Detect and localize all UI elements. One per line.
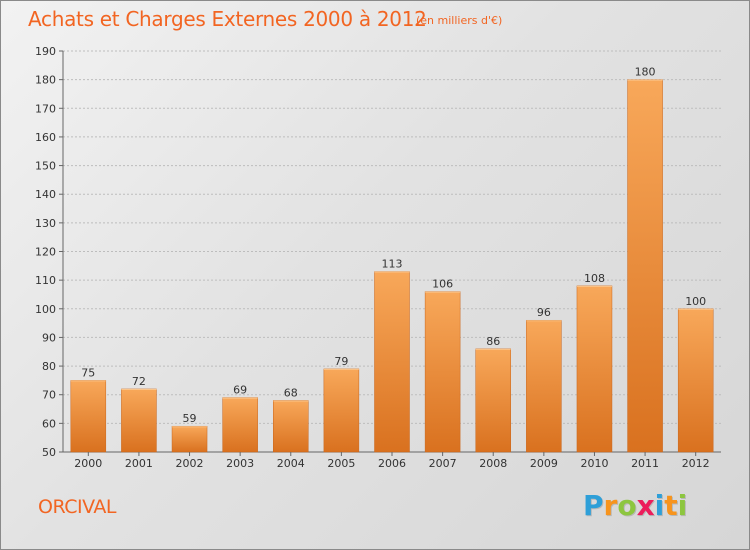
bar: [171, 425, 208, 453]
data-label: 72: [132, 375, 146, 388]
x-tick-label: 2007: [429, 457, 457, 470]
data-label: 180: [635, 66, 656, 79]
x-tick-label: 2003: [226, 457, 254, 470]
logo-letter: r: [603, 489, 618, 522]
x-tick-label: 2009: [530, 457, 558, 470]
y-tick-label: 60: [42, 417, 56, 430]
y-tick-label: 160: [35, 131, 56, 144]
city-label: ORCIVAL: [38, 496, 116, 518]
y-tick-label: 140: [35, 188, 56, 201]
chart-subtitle: (en milliers d'€): [416, 14, 503, 27]
data-label: 113: [382, 258, 403, 271]
bar: [374, 271, 410, 453]
y-tick-label: 70: [42, 389, 56, 402]
bar: [121, 388, 157, 453]
bar: [526, 319, 562, 453]
x-tick-label: 2005: [327, 457, 355, 470]
y-tick-label: 50: [42, 446, 56, 459]
proxiti-logo: Proxiti: [583, 489, 687, 522]
y-tick-label: 100: [35, 303, 56, 316]
x-tick-label: 2002: [176, 457, 204, 470]
logo-letter: t: [664, 489, 678, 522]
bar: [70, 380, 107, 453]
data-label: 106: [432, 278, 453, 291]
y-tick-label: 120: [35, 246, 56, 259]
data-label: 108: [584, 272, 605, 285]
y-tick-label: 190: [35, 45, 56, 58]
data-label: 59: [183, 412, 197, 425]
bar: [273, 400, 309, 453]
x-tick-label: 2006: [378, 457, 406, 470]
bar: [222, 397, 258, 453]
bar: [475, 348, 511, 453]
bar: [576, 285, 613, 453]
logo-letter: o: [617, 489, 637, 522]
y-tick-label: 180: [35, 74, 56, 87]
y-tick-label: 90: [42, 331, 56, 344]
data-label: 75: [81, 366, 95, 379]
logo-letter: i: [677, 489, 688, 522]
logo-letter: i: [654, 489, 665, 522]
data-label: 79: [334, 355, 348, 368]
bar: [424, 291, 461, 453]
x-tick-label: 2000: [74, 457, 102, 470]
chart-title: Achats et Charges Externes 2000 à 2012: [28, 7, 427, 31]
x-tick-label: 2004: [277, 457, 305, 470]
logo-letter: P: [583, 489, 604, 522]
y-tick-label: 80: [42, 360, 56, 373]
x-tick-label: 2001: [125, 457, 153, 470]
x-tick-label: 2011: [631, 457, 659, 470]
y-tick-label: 110: [35, 274, 56, 287]
bar: [677, 308, 714, 453]
x-tick-label: 2012: [682, 457, 710, 470]
data-label: 86: [486, 335, 500, 348]
y-tick-label: 130: [35, 217, 56, 230]
bar: [323, 368, 360, 453]
y-tick-label: 150: [35, 160, 56, 173]
data-label: 69: [233, 384, 247, 397]
x-tick-label: 2008: [479, 457, 507, 470]
y-tick-label: 170: [35, 102, 56, 115]
data-label: 68: [284, 386, 298, 399]
x-tick-label: 2010: [580, 457, 608, 470]
data-label: 100: [685, 295, 706, 308]
data-label: 96: [537, 306, 551, 319]
bar: [627, 79, 663, 453]
logo-letter: x: [636, 489, 655, 522]
